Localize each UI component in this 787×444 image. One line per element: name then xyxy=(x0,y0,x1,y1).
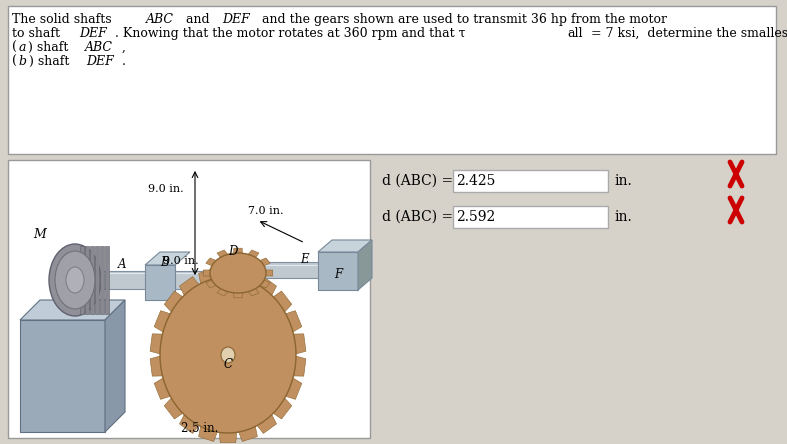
Polygon shape xyxy=(287,334,306,356)
Polygon shape xyxy=(263,262,340,278)
Polygon shape xyxy=(257,279,270,288)
FancyBboxPatch shape xyxy=(8,6,776,154)
Text: b: b xyxy=(18,55,27,68)
Polygon shape xyxy=(287,354,306,376)
Text: DEF: DEF xyxy=(79,27,107,40)
Ellipse shape xyxy=(160,277,296,433)
Polygon shape xyxy=(206,258,220,267)
Text: and: and xyxy=(182,13,213,26)
Text: C: C xyxy=(224,358,232,371)
Polygon shape xyxy=(145,265,175,300)
Text: 9.0 in.: 9.0 in. xyxy=(148,184,183,194)
Text: ABC: ABC xyxy=(85,41,113,54)
Text: 2.425: 2.425 xyxy=(456,174,495,188)
Polygon shape xyxy=(198,420,220,441)
Polygon shape xyxy=(154,375,176,399)
Polygon shape xyxy=(154,311,176,335)
Polygon shape xyxy=(85,271,240,289)
Text: DEF: DEF xyxy=(86,55,114,68)
Text: ABC: ABC xyxy=(146,13,174,26)
Polygon shape xyxy=(217,286,230,296)
Polygon shape xyxy=(150,334,168,356)
Text: = 7 ksi,  determine the smallest permissible diameter of: = 7 ksi, determine the smallest permissi… xyxy=(587,27,787,40)
Polygon shape xyxy=(164,393,188,419)
Text: all: all xyxy=(567,27,582,40)
Text: M: M xyxy=(33,228,46,241)
Text: (: ( xyxy=(12,55,17,68)
Polygon shape xyxy=(261,270,273,276)
Text: E: E xyxy=(300,253,309,266)
Text: in.: in. xyxy=(614,210,632,224)
Polygon shape xyxy=(217,250,230,260)
Text: a: a xyxy=(18,41,26,54)
Polygon shape xyxy=(318,240,372,252)
Text: and the gears shown are used to transmit 36 hp from the motor: and the gears shown are used to transmit… xyxy=(258,13,671,26)
Text: in.: in. xyxy=(614,174,632,188)
Text: d (ABC) =: d (ABC) = xyxy=(382,210,457,224)
Ellipse shape xyxy=(55,251,95,309)
Polygon shape xyxy=(236,420,257,441)
Text: d (ABC) =: d (ABC) = xyxy=(382,174,457,188)
Polygon shape xyxy=(179,277,202,301)
FancyBboxPatch shape xyxy=(8,160,370,438)
Text: ) shaft: ) shaft xyxy=(28,41,72,54)
Polygon shape xyxy=(253,277,276,301)
Text: DEF: DEF xyxy=(223,13,250,26)
Polygon shape xyxy=(219,267,237,284)
Polygon shape xyxy=(105,300,125,432)
Text: 9.0 in.: 9.0 in. xyxy=(163,256,198,266)
Text: 7.0 in.: 7.0 in. xyxy=(248,206,283,216)
Polygon shape xyxy=(179,409,202,433)
Polygon shape xyxy=(85,246,89,314)
Text: . Knowing that the motor rotates at 360 rpm and that τ: . Knowing that the motor rotates at 360 … xyxy=(115,27,465,40)
Text: A: A xyxy=(118,258,127,271)
Ellipse shape xyxy=(66,267,84,293)
Polygon shape xyxy=(268,291,292,317)
Text: ) shaft: ) shaft xyxy=(29,55,73,68)
Polygon shape xyxy=(280,311,302,335)
Text: B: B xyxy=(160,256,168,269)
Polygon shape xyxy=(234,290,242,298)
Polygon shape xyxy=(20,300,125,320)
Text: 2.5 in.: 2.5 in. xyxy=(181,422,219,435)
Text: (: ( xyxy=(12,41,17,54)
Polygon shape xyxy=(268,393,292,419)
Polygon shape xyxy=(257,258,270,267)
Polygon shape xyxy=(318,252,358,290)
Polygon shape xyxy=(234,248,242,256)
Text: The solid shafts: The solid shafts xyxy=(12,13,116,26)
Polygon shape xyxy=(100,246,104,314)
Polygon shape xyxy=(150,354,168,376)
Ellipse shape xyxy=(210,253,266,293)
Text: ,: , xyxy=(121,41,125,54)
Polygon shape xyxy=(203,270,214,276)
Polygon shape xyxy=(280,375,302,399)
FancyBboxPatch shape xyxy=(453,170,608,192)
Polygon shape xyxy=(105,246,109,314)
FancyBboxPatch shape xyxy=(453,206,608,228)
Polygon shape xyxy=(253,409,276,433)
Polygon shape xyxy=(90,246,94,314)
Polygon shape xyxy=(145,252,190,265)
Ellipse shape xyxy=(221,347,235,363)
Polygon shape xyxy=(358,240,372,290)
Polygon shape xyxy=(236,269,257,290)
Polygon shape xyxy=(20,320,105,432)
Polygon shape xyxy=(198,269,220,290)
Polygon shape xyxy=(206,279,220,288)
Polygon shape xyxy=(246,250,259,260)
Polygon shape xyxy=(219,426,237,443)
Polygon shape xyxy=(164,291,188,317)
Polygon shape xyxy=(246,286,259,296)
Ellipse shape xyxy=(49,244,101,316)
Polygon shape xyxy=(80,246,84,314)
Text: F: F xyxy=(334,268,342,281)
Text: 2.592: 2.592 xyxy=(456,210,495,224)
Text: .: . xyxy=(122,55,126,68)
Polygon shape xyxy=(95,246,99,314)
Text: D: D xyxy=(228,245,238,258)
Text: to shaft: to shaft xyxy=(12,27,64,40)
